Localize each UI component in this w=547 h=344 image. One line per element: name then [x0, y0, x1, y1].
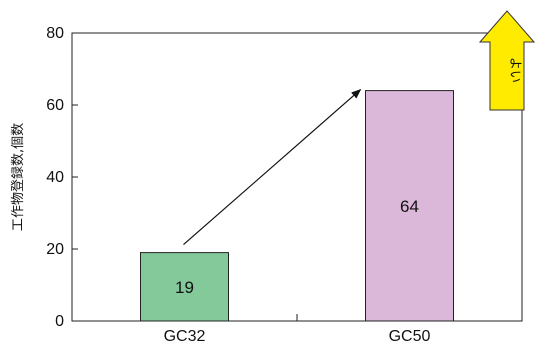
- bar-gc32: [140, 252, 229, 322]
- y-tick-label: 20: [46, 241, 64, 258]
- y-tick-label: 40: [46, 169, 64, 186]
- better-callout: よい: [478, 10, 536, 111]
- x-axis: GC32 GC50: [164, 314, 431, 344]
- y-tick-label: 0: [55, 313, 64, 330]
- trend-arrow: [183, 88, 362, 246]
- x-tick-label: GC32: [164, 328, 206, 344]
- data-label-gc32: 19: [175, 278, 194, 297]
- data-label-gc50: 64: [400, 197, 419, 216]
- y-axis: 0 20 40 60 80: [46, 25, 78, 330]
- callout-label: よい: [507, 57, 522, 83]
- plot-frame: [71, 32, 523, 322]
- y-tick-label: 80: [46, 25, 64, 42]
- y-axis-label: 工作物登録数,個数: [11, 123, 26, 231]
- bar-gc50: [365, 90, 454, 322]
- x-tick-label: GC50: [389, 328, 431, 344]
- y-tick-label: 60: [46, 97, 64, 114]
- up-arrow-icon: [478, 10, 536, 111]
